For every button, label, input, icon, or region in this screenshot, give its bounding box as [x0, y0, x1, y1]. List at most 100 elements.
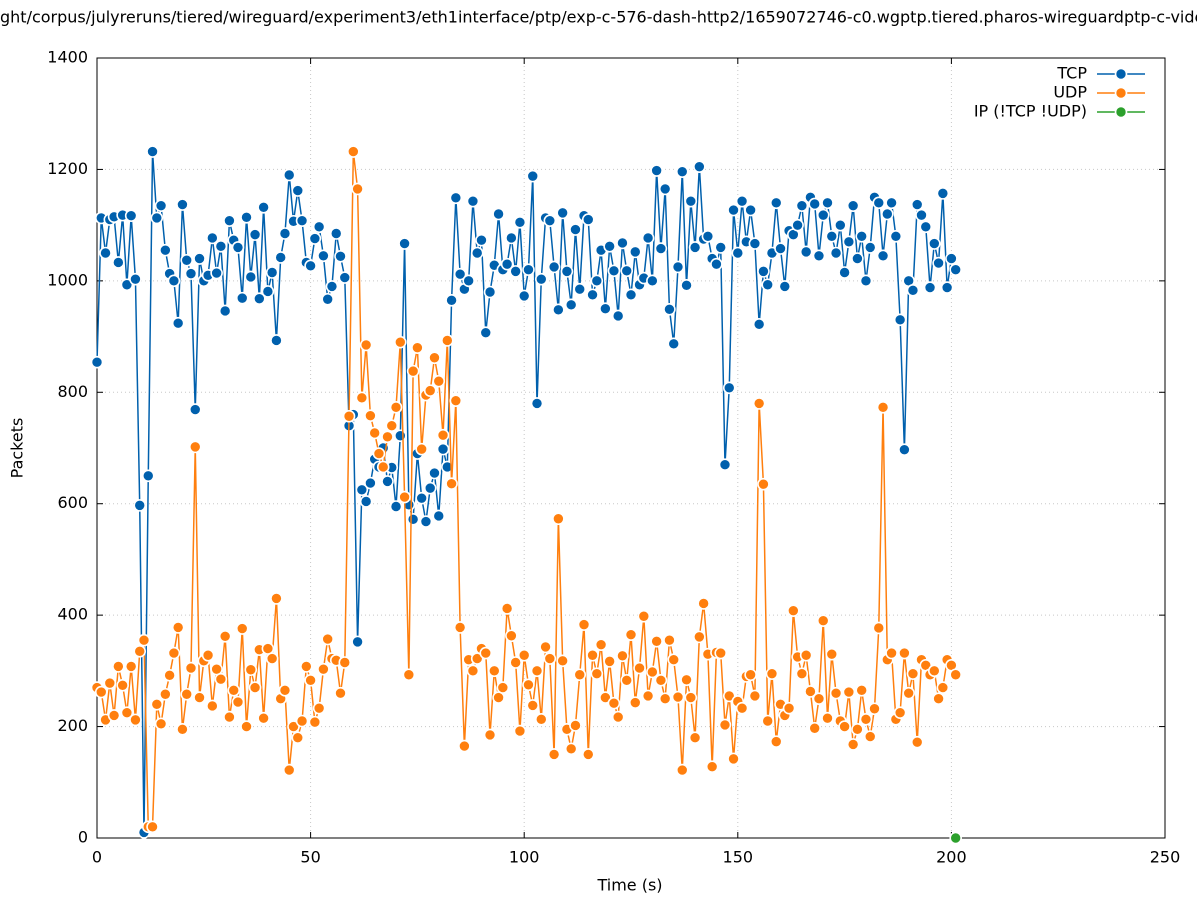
data-point — [479, 646, 493, 660]
data-point — [620, 674, 634, 687]
data-point — [218, 630, 232, 643]
data-point — [509, 656, 522, 669]
data-point — [394, 335, 407, 349]
x-tick-label: 100 — [509, 848, 540, 867]
data-point — [167, 274, 181, 288]
data-point — [270, 592, 283, 605]
data-point — [364, 409, 377, 422]
data-point — [526, 699, 540, 712]
data-point — [376, 460, 390, 474]
data-point — [235, 291, 249, 305]
data-point — [124, 209, 138, 222]
data-point — [338, 656, 352, 669]
data-point — [919, 220, 933, 234]
data-point — [235, 622, 249, 635]
data-point — [765, 667, 779, 680]
data-point — [206, 699, 219, 713]
data-point — [487, 664, 501, 678]
data-point — [334, 250, 347, 263]
data-point — [654, 674, 668, 687]
data-point — [492, 207, 505, 221]
x-tick-label: 250 — [1150, 848, 1181, 867]
data-point — [859, 274, 873, 288]
data-point — [248, 681, 262, 694]
data-point — [945, 252, 958, 265]
data-point — [509, 265, 522, 278]
data-point — [112, 660, 125, 673]
data-point — [419, 515, 433, 528]
data-point — [317, 662, 330, 676]
data-point — [885, 196, 898, 210]
data-point — [103, 676, 117, 690]
data-point — [637, 609, 651, 623]
data-point — [257, 711, 270, 725]
data-point — [838, 266, 851, 279]
data-point — [868, 702, 881, 716]
data-point — [727, 203, 740, 217]
data-point — [432, 374, 446, 388]
data-point — [872, 621, 886, 635]
data-point — [851, 723, 864, 736]
data-point — [270, 334, 283, 347]
data-point — [898, 443, 911, 456]
data-point — [620, 264, 634, 278]
data-point — [389, 500, 403, 513]
y-tick-label: 400 — [57, 605, 88, 624]
data-point — [684, 691, 698, 704]
data-point — [436, 442, 450, 456]
data-point — [180, 687, 194, 701]
data-point — [214, 672, 228, 686]
data-point — [291, 731, 305, 745]
series-line — [96, 151, 957, 828]
data-point — [184, 267, 198, 280]
data-point — [910, 198, 924, 211]
y-tick-label: 800 — [57, 382, 88, 401]
data-point — [359, 338, 373, 352]
data-point — [150, 211, 164, 225]
data-point — [167, 646, 181, 660]
data-point — [727, 752, 740, 766]
data-point — [744, 203, 757, 217]
data-point — [278, 684, 292, 697]
data-point — [415, 491, 428, 505]
data-point — [633, 661, 646, 675]
data-point — [842, 235, 856, 249]
data-point — [748, 237, 762, 250]
data-point — [923, 281, 937, 294]
data-point — [223, 214, 236, 227]
data-point — [825, 229, 839, 243]
legend-label: IP (!TCP !UDP) — [974, 102, 1087, 121]
legend-marker — [1114, 105, 1128, 119]
data-point — [547, 260, 561, 274]
data-point — [278, 227, 292, 240]
data-point — [364, 476, 377, 490]
data-point — [607, 264, 621, 278]
data-point — [441, 334, 454, 347]
data-point — [936, 681, 950, 694]
data-point — [812, 692, 826, 706]
data-point — [590, 667, 604, 680]
data-point — [705, 760, 719, 773]
data-point — [411, 341, 424, 355]
data-point — [483, 285, 497, 299]
data-point — [180, 253, 194, 267]
data-point — [308, 232, 322, 245]
data-point — [381, 430, 394, 444]
data-point — [863, 241, 877, 254]
data-point — [821, 711, 834, 725]
data-point — [112, 256, 125, 269]
data-point — [791, 218, 804, 232]
data-point — [752, 397, 766, 410]
data-point — [129, 713, 142, 727]
y-tick-label: 1200 — [47, 159, 88, 178]
data-point — [940, 281, 954, 294]
data-point — [90, 355, 104, 369]
data-point — [500, 257, 514, 271]
data-point — [176, 198, 189, 211]
data-point — [265, 266, 279, 279]
data-point — [428, 466, 441, 480]
data-point — [282, 763, 296, 777]
data-point — [342, 409, 356, 423]
data-point — [470, 246, 484, 260]
